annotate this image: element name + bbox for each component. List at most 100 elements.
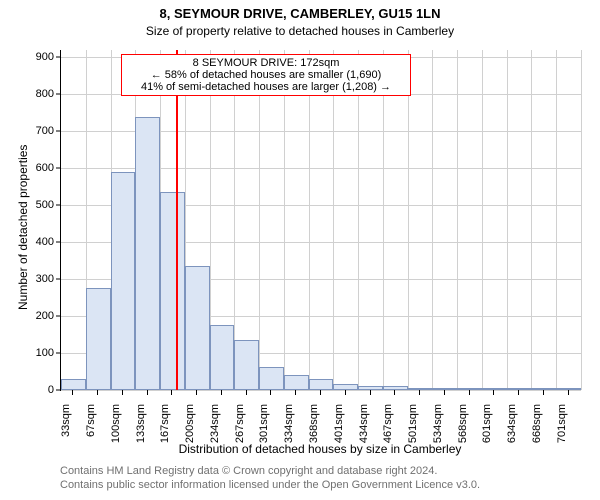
- x-tick-label: 601sqm: [481, 404, 493, 454]
- x-tick-label: 668sqm: [531, 404, 543, 454]
- grid-line-v: [432, 50, 433, 390]
- grid-line-v: [259, 50, 260, 390]
- annotation-line-1: 8 SEYMOUR DRIVE: 172sqm: [126, 57, 406, 69]
- grid-line-v: [383, 50, 384, 390]
- histogram-bar: [135, 117, 160, 390]
- x-tick-mark: [295, 390, 296, 395]
- x-tick-mark: [171, 390, 172, 395]
- y-tick-label: 900: [36, 51, 54, 63]
- x-tick-label: 167sqm: [159, 404, 171, 454]
- x-tick-mark: [394, 390, 395, 395]
- y-tick-mark: [56, 242, 61, 243]
- y-tick-label: 800: [36, 88, 54, 100]
- y-tick-mark: [56, 316, 61, 317]
- footer-line-2: Contains public sector information licen…: [60, 479, 480, 491]
- x-tick-mark: [469, 390, 470, 395]
- grid-line-v: [482, 50, 483, 390]
- plot-area: 8 SEYMOUR DRIVE: 172sqm← 58% of detached…: [60, 50, 581, 391]
- x-tick-mark: [543, 390, 544, 395]
- x-tick-mark: [196, 390, 197, 395]
- x-tick-label: 100sqm: [110, 404, 122, 454]
- histogram-bar: [358, 386, 383, 390]
- histogram-bar: [556, 388, 581, 390]
- y-tick-label: 700: [36, 125, 54, 137]
- histogram-bar: [333, 384, 358, 390]
- x-tick-mark: [345, 390, 346, 395]
- annotation-line-3: 41% of semi-detached houses are larger (…: [126, 81, 406, 93]
- x-tick-mark: [97, 390, 98, 395]
- y-tick-label: 0: [48, 384, 54, 396]
- grid-line-v: [358, 50, 359, 390]
- x-tick-label: 501sqm: [407, 404, 419, 454]
- x-tick-mark: [72, 390, 73, 395]
- y-tick-mark: [56, 94, 61, 95]
- chart-subtitle: Size of property relative to detached ho…: [0, 24, 600, 38]
- grid-line-v: [507, 50, 508, 390]
- chart-container: 8, SEYMOUR DRIVE, CAMBERLEY, GU15 1LN Si…: [0, 0, 600, 500]
- histogram-bar: [284, 375, 309, 390]
- annotation-box: 8 SEYMOUR DRIVE: 172sqm← 58% of detached…: [121, 54, 411, 96]
- x-tick-mark: [419, 390, 420, 395]
- histogram-bar: [234, 340, 259, 390]
- x-tick-label: 133sqm: [135, 404, 147, 454]
- x-tick-mark: [147, 390, 148, 395]
- y-axis-label: Number of detached properties: [16, 145, 30, 310]
- grid-line-v: [581, 50, 582, 390]
- grid-line-v: [333, 50, 334, 390]
- y-tick-label: 300: [36, 273, 54, 285]
- y-tick-label: 200: [36, 310, 54, 322]
- grid-line-v: [531, 50, 532, 390]
- x-tick-label: 234sqm: [209, 404, 221, 454]
- grid-line-v: [556, 50, 557, 390]
- x-tick-label: 534sqm: [432, 404, 444, 454]
- grid-line-v: [284, 50, 285, 390]
- y-tick-mark: [56, 131, 61, 132]
- x-tick-label: 434sqm: [358, 404, 370, 454]
- x-tick-mark: [518, 390, 519, 395]
- x-tick-label: 568sqm: [457, 404, 469, 454]
- chart-footer: Contains HM Land Registry data © Crown c…: [60, 464, 480, 493]
- histogram-bar: [531, 388, 556, 390]
- chart-title: 8, SEYMOUR DRIVE, CAMBERLEY, GU15 1LN: [0, 6, 600, 21]
- y-tick-label: 400: [36, 236, 54, 248]
- grid-line-v: [234, 50, 235, 390]
- y-tick-label: 600: [36, 162, 54, 174]
- histogram-bar: [160, 192, 185, 390]
- y-tick-mark: [56, 353, 61, 354]
- y-tick-mark: [56, 279, 61, 280]
- grid-line-h: [61, 390, 581, 391]
- histogram-bar: [111, 172, 136, 390]
- x-tick-label: 701sqm: [556, 404, 568, 454]
- x-tick-mark: [320, 390, 321, 395]
- footer-line-1: Contains HM Land Registry data © Crown c…: [60, 465, 437, 477]
- annotation-line-2: ← 58% of detached houses are smaller (1,…: [126, 69, 406, 81]
- histogram-bar: [61, 379, 86, 390]
- x-tick-label: 33sqm: [60, 404, 72, 454]
- grid-line-v: [408, 50, 409, 390]
- x-tick-label: 301sqm: [258, 404, 270, 454]
- x-tick-label: 200sqm: [184, 404, 196, 454]
- y-tick-mark: [56, 57, 61, 58]
- x-tick-mark: [270, 390, 271, 395]
- x-tick-label: 267sqm: [234, 404, 246, 454]
- grid-line-v: [457, 50, 458, 390]
- property-marker-line: [176, 50, 178, 390]
- histogram-bar: [457, 388, 482, 390]
- x-tick-label: 334sqm: [283, 404, 295, 454]
- x-tick-mark: [370, 390, 371, 395]
- x-tick-mark: [493, 390, 494, 395]
- x-tick-label: 368sqm: [308, 404, 320, 454]
- x-tick-label: 467sqm: [382, 404, 394, 454]
- x-tick-label: 634sqm: [506, 404, 518, 454]
- x-tick-mark: [444, 390, 445, 395]
- x-tick-label: 67sqm: [85, 404, 97, 454]
- grid-line-v: [309, 50, 310, 390]
- histogram-bar: [185, 266, 210, 390]
- x-tick-mark: [122, 390, 123, 395]
- x-tick-mark: [221, 390, 222, 395]
- y-tick-mark: [56, 168, 61, 169]
- histogram-bar: [86, 288, 111, 390]
- x-tick-label: 401sqm: [333, 404, 345, 454]
- y-tick-label: 100: [36, 347, 54, 359]
- y-tick-label: 500: [36, 199, 54, 211]
